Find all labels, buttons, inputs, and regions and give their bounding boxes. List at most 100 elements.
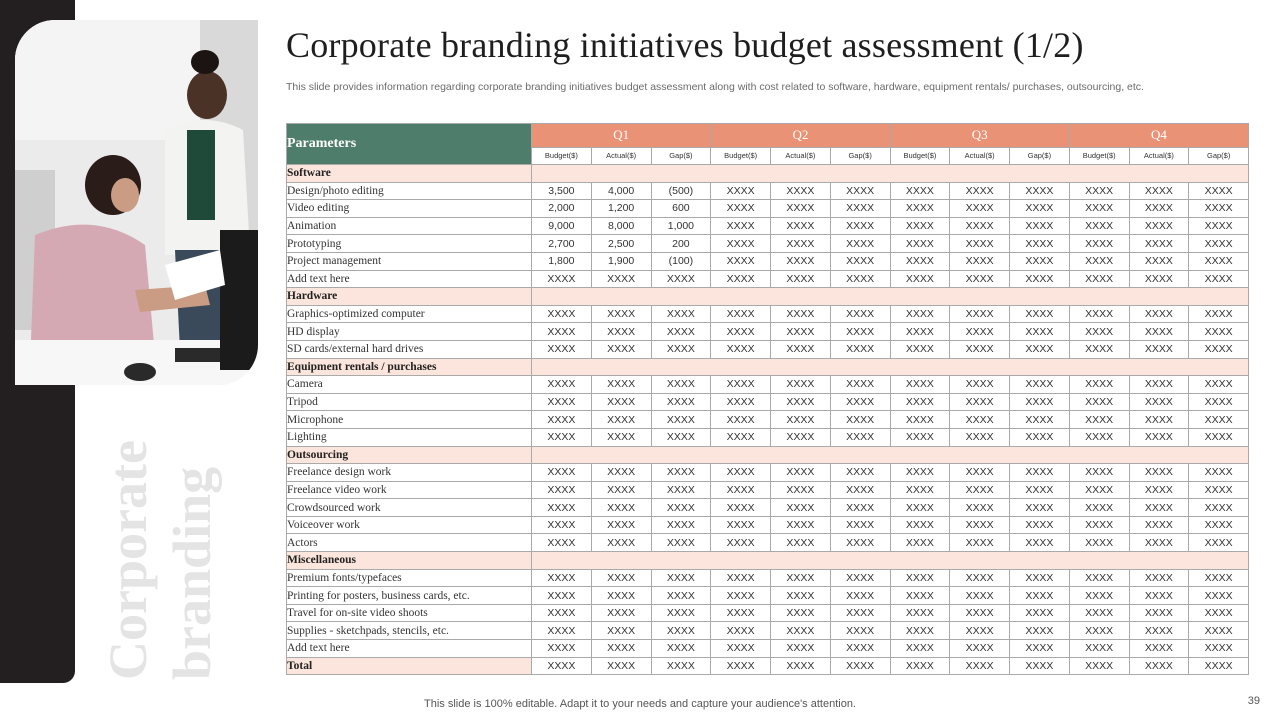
value-cell: XXXX — [889, 533, 951, 553]
value-cell: XXXX — [1009, 199, 1070, 218]
table-subheader-row: Budget($) Actual($) Gap($) Budget($) Actual(… — [287, 146, 1250, 166]
value-cell: XXXX — [1128, 639, 1190, 658]
category-label: Outsourcing — [286, 445, 532, 465]
value-cell: XXXX — [710, 533, 772, 553]
table-row: Voiceover work XXXX XXXX XXXX XXXX XXXX XXXX XX… — [286, 515, 1250, 535]
value-cell: XXXX — [770, 639, 831, 658]
row-label: Video editing — [286, 199, 532, 218]
column-subheader: Gap($) — [829, 146, 891, 166]
value-cell: XXXX — [1068, 339, 1130, 359]
table-row: Add text here XXXX XXXX XXXX XXXX XXXX XXXX XXX… — [286, 639, 1250, 658]
value-cell: XXXX — [1128, 586, 1190, 605]
value-cell: 9,000 — [531, 216, 592, 236]
value-cell: XXXX — [531, 339, 592, 359]
column-subheader: Budget($) — [1068, 146, 1130, 166]
value-cell: XXXX — [710, 339, 772, 359]
value-cell: XXXX — [1009, 410, 1070, 429]
value-cell: XXXX — [889, 427, 951, 447]
value-cell: XXXX — [531, 568, 592, 588]
value-cell: 2,700 — [531, 234, 592, 253]
value-cell: XXXX — [590, 392, 652, 412]
value-cell: XXXX — [1068, 269, 1130, 289]
value-cell: XXXX — [829, 603, 891, 623]
value-cell: XXXX — [829, 234, 891, 253]
category-label: Equipment rentals / purchases — [286, 357, 532, 377]
value-cell: XXXX — [1188, 480, 1250, 500]
value-cell: XXXX — [829, 339, 891, 359]
value-cell: XXXX — [949, 392, 1011, 412]
value-cell: XXXX — [949, 586, 1011, 605]
value-cell: XXXX — [590, 515, 652, 535]
value-cell: XXXX — [1068, 251, 1130, 271]
row-label: Premium fonts/typefaces — [286, 568, 532, 588]
value-cell: XXXX — [949, 339, 1011, 359]
value-cell: XXXX — [1009, 621, 1070, 641]
value-cell: XXXX — [949, 251, 1011, 271]
value-cell: XXXX — [829, 375, 891, 394]
value-cell: XXXX — [650, 463, 712, 482]
value-cell: XXXX — [590, 427, 652, 447]
value-cell: XXXX — [1009, 427, 1070, 447]
value-cell: XXXX — [1188, 234, 1250, 253]
value-cell: XXXX — [949, 498, 1011, 517]
value-cell: XXXX — [1009, 339, 1070, 359]
value-cell: XXXX — [1128, 181, 1190, 201]
value-cell: XXXX — [1068, 498, 1130, 517]
value-cell: XXXX — [1128, 498, 1190, 517]
value-cell: XXXX — [889, 199, 951, 218]
value-cell: XXXX — [1068, 410, 1130, 429]
value-cell: XXXX — [531, 515, 592, 535]
side-watermark-text: Corporate branding — [96, 380, 224, 680]
value-cell: XXXX — [949, 181, 1011, 201]
value-cell: XXXX — [829, 304, 891, 324]
value-cell: (100) — [650, 251, 712, 271]
total-value-cell: XXXX — [1128, 656, 1190, 676]
value-cell: XXXX — [531, 427, 592, 447]
value-cell: XXXX — [531, 322, 592, 341]
value-cell: XXXX — [710, 199, 772, 218]
row-label: Animation — [286, 216, 532, 236]
value-cell: XXXX — [1128, 339, 1190, 359]
value-cell: XXXX — [770, 199, 831, 218]
value-cell: XXXX — [590, 639, 652, 658]
footer-note: This slide is 100% editable. Adapt it to… — [424, 698, 856, 710]
row-label: Tripod — [286, 392, 532, 412]
category-row: Hardware — [286, 287, 1250, 306]
total-value-cell: XXXX — [650, 656, 712, 676]
value-cell: XXXX — [1188, 586, 1250, 605]
value-cell: XXXX — [710, 304, 772, 324]
value-cell: XXXX — [1009, 586, 1070, 605]
value-cell: XXXX — [1128, 199, 1190, 218]
value-cell: XXXX — [1068, 199, 1130, 218]
category-label: Software — [286, 164, 532, 183]
budget-table: Parameters Q1 Q2 Q3 Q4 Budget($) Actual($) Gap(… — [286, 123, 1250, 676]
value-cell: XXXX — [770, 533, 831, 553]
value-cell: XXXX — [650, 603, 712, 623]
value-cell: XXXX — [710, 480, 772, 500]
value-cell: XXXX — [770, 375, 831, 394]
value-cell: XXXX — [949, 427, 1011, 447]
value-cell: XXXX — [590, 339, 652, 359]
table-row: Camera XXXX XXXX XXXX XXXX XXXX XXXX XXXX XXXX XX… — [286, 375, 1250, 394]
value-cell: XXXX — [1128, 533, 1190, 553]
value-cell: XXXX — [590, 269, 652, 289]
value-cell: XXXX — [710, 269, 772, 289]
value-cell: XXXX — [1128, 322, 1190, 341]
value-cell: XXXX — [650, 498, 712, 517]
value-cell: XXXX — [829, 480, 891, 500]
category-fill — [530, 551, 1250, 570]
value-cell: XXXX — [829, 322, 891, 341]
value-cell: XXXX — [710, 639, 772, 658]
value-cell: XXXX — [949, 639, 1011, 658]
value-cell: XXXX — [1128, 621, 1190, 641]
value-cell: XXXX — [650, 269, 712, 289]
value-cell: XXXX — [1188, 515, 1250, 535]
value-cell: XXXX — [590, 621, 652, 641]
value-cell: 2,000 — [531, 199, 592, 218]
value-cell: 8,000 — [590, 216, 652, 236]
value-cell: XXXX — [650, 392, 712, 412]
value-cell: XXXX — [1188, 199, 1250, 218]
table-row: Lighting XXXX XXXX XXXX XXXX XXXX XXXX XXXX XXXX… — [286, 427, 1250, 447]
value-cell: XXXX — [1128, 269, 1190, 289]
value-cell: XXXX — [829, 568, 891, 588]
